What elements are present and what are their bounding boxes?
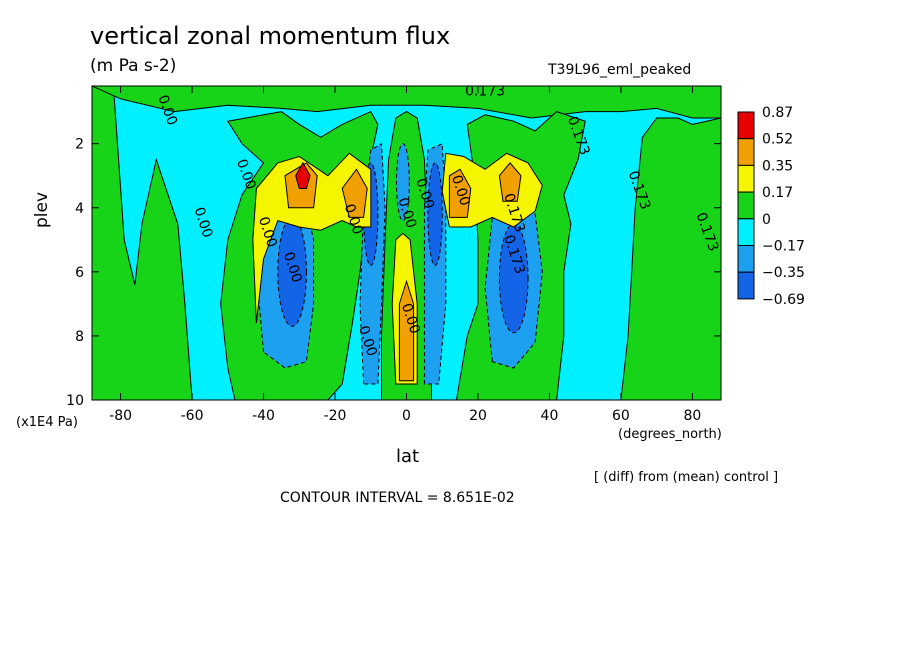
legend-label: 0.35 [762, 158, 793, 174]
legend-swatch [737, 191, 755, 220]
y-tick-label: 10 [66, 393, 84, 409]
x-tick-label: -80 [109, 408, 132, 424]
legend-swatch [737, 245, 755, 273]
legend-label: 0 [762, 212, 771, 228]
x-tick-label: -60 [181, 408, 204, 424]
x-axis-units: (degrees_north) [618, 427, 722, 442]
chart-title: vertical zonal momentum flux [90, 22, 451, 50]
color-legend: 0.87 0.52 0.35 0.17 0 −0.17 −0.35 −0.69 [737, 105, 805, 308]
region-pos3-eq [398, 279, 415, 382]
legend-label: 0.87 [762, 105, 793, 121]
legend-swatch [737, 111, 755, 140]
region-pos4-sh [295, 161, 311, 189]
y-axis-units: (x1E4 Pa) [16, 415, 78, 430]
legend-label: −0.69 [762, 292, 805, 308]
x-tick-label: 40 [541, 408, 559, 424]
x-tick-label: -40 [252, 408, 275, 424]
legend-swatch [737, 271, 755, 300]
y-tick-label: 8 [75, 329, 84, 345]
x-axis-label: lat [396, 446, 420, 467]
contour-field: 0.000.000.000.000.000.000.000.000.000.00… [92, 84, 721, 400]
legend-label: 0.52 [762, 132, 793, 148]
legend-swatch [737, 218, 755, 247]
region-zero-left [92, 86, 193, 400]
x-tick-label: -20 [324, 408, 347, 424]
run-label: T39L96_eml_peaked [548, 62, 692, 78]
region-zero-top [92, 86, 721, 119]
region-pos3-nh2 [498, 162, 522, 202]
region-neg2-eqc [395, 143, 410, 222]
legend-swatch [737, 164, 755, 193]
legend-label: −0.17 [762, 239, 805, 255]
x-tick-label: 0 [402, 408, 411, 424]
region-zero-right [620, 117, 721, 400]
y-tick-label: 4 [75, 201, 84, 217]
contour-label: 0.173 [465, 84, 505, 100]
y-tick-label: 6 [75, 265, 84, 281]
axes: -80 -60 -40 -20 0 20 40 60 80 2 4 6 8 10 [66, 85, 722, 424]
x-tick-label: 20 [469, 408, 487, 424]
legend-label: −0.35 [762, 265, 805, 281]
region-pos2-sh [252, 152, 372, 324]
region-pos3-nh [448, 168, 472, 218]
diff-note: [ (diff) from (mean) control ] [594, 470, 779, 485]
chart-units: (m Pa s-2) [90, 56, 177, 76]
contour-interval: CONTOUR INTERVAL = 8.651E-02 [280, 490, 515, 506]
y-tick-label: 2 [75, 137, 84, 153]
x-tick-label: 80 [683, 408, 701, 424]
x-tick-label: 60 [612, 408, 630, 424]
legend-label: 0.17 [762, 185, 793, 201]
region-pos3-shx [341, 168, 368, 218]
region-neg3-eqe [427, 162, 443, 266]
legend-swatch [737, 138, 755, 166]
